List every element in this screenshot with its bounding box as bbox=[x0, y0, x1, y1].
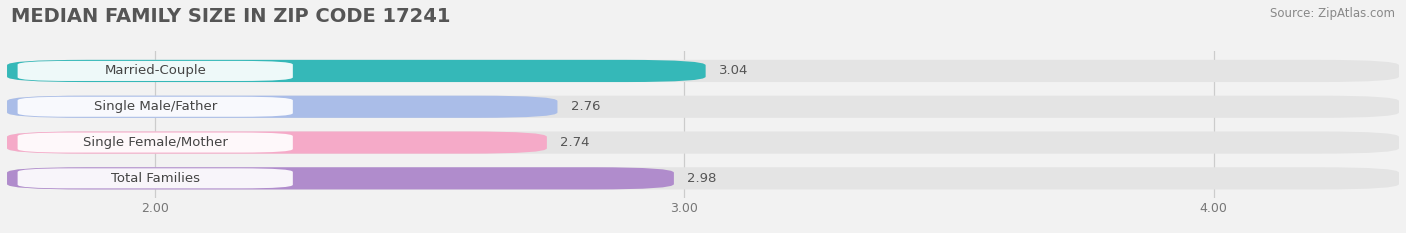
FancyBboxPatch shape bbox=[7, 96, 557, 118]
FancyBboxPatch shape bbox=[7, 167, 673, 189]
Text: 2.98: 2.98 bbox=[688, 172, 717, 185]
FancyBboxPatch shape bbox=[7, 167, 1399, 189]
Text: MEDIAN FAMILY SIZE IN ZIP CODE 17241: MEDIAN FAMILY SIZE IN ZIP CODE 17241 bbox=[11, 7, 451, 26]
Text: Single Male/Father: Single Male/Father bbox=[94, 100, 217, 113]
FancyBboxPatch shape bbox=[18, 97, 292, 117]
FancyBboxPatch shape bbox=[7, 131, 547, 154]
FancyBboxPatch shape bbox=[18, 61, 292, 81]
Text: Single Female/Mother: Single Female/Mother bbox=[83, 136, 228, 149]
FancyBboxPatch shape bbox=[7, 131, 1399, 154]
FancyBboxPatch shape bbox=[7, 60, 706, 82]
FancyBboxPatch shape bbox=[18, 133, 292, 153]
Text: 3.04: 3.04 bbox=[718, 65, 748, 77]
Text: 2.76: 2.76 bbox=[571, 100, 600, 113]
FancyBboxPatch shape bbox=[18, 168, 292, 188]
Text: Source: ZipAtlas.com: Source: ZipAtlas.com bbox=[1270, 7, 1395, 20]
FancyBboxPatch shape bbox=[7, 96, 1399, 118]
Text: Total Families: Total Families bbox=[111, 172, 200, 185]
FancyBboxPatch shape bbox=[7, 60, 1399, 82]
Text: 2.74: 2.74 bbox=[560, 136, 589, 149]
Text: Married-Couple: Married-Couple bbox=[104, 65, 207, 77]
